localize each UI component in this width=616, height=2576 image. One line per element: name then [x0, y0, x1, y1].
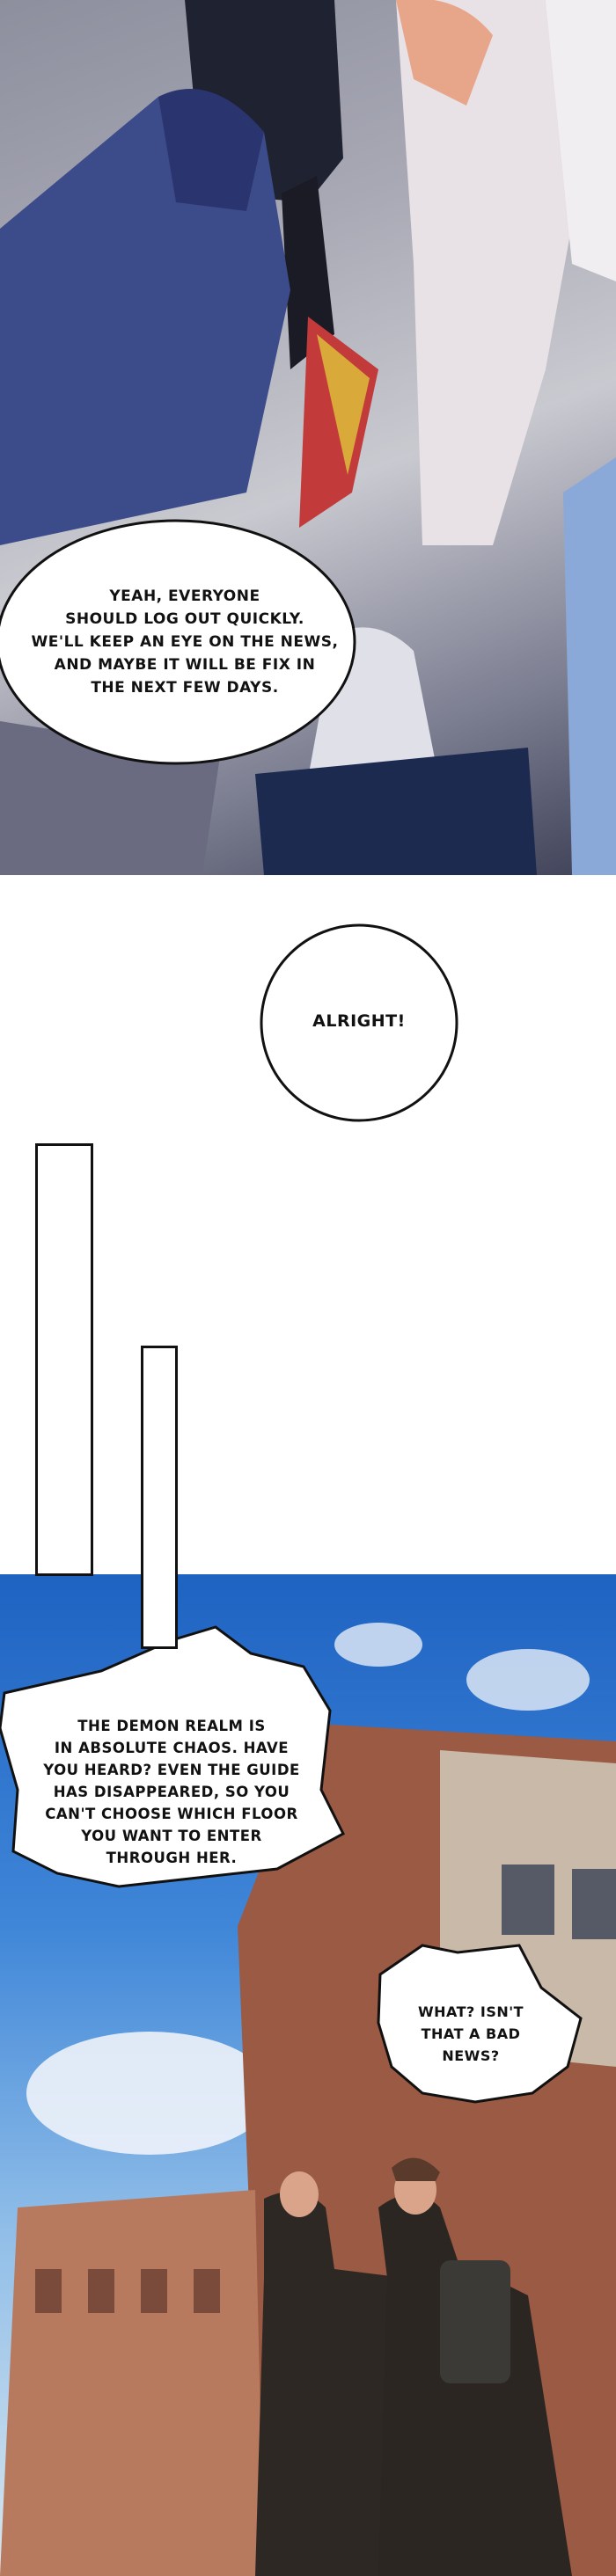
decorative-bar-1 [35, 1143, 93, 1576]
student-1 [255, 2192, 422, 2576]
speech-bubble-4 [377, 1944, 583, 2104]
speech-text-2: ALRIGHT! [312, 1011, 406, 1031]
distant-building [0, 2190, 264, 2576]
speech-text-3: THE DEMON REALM IS IN ABSOLUTE CHAOS. HA… [43, 1718, 300, 1866]
hooded-cloak-figure [0, 97, 290, 545]
speech-text-4: WHAT? ISN'T THAT A BAD NEWS? [417, 2003, 524, 2064]
speech-bubble-1 [0, 519, 356, 765]
speech-text-1: YEAH, EVERYONE SHOULD LOG OUT QUICKLY. W… [31, 587, 339, 697]
white-armored-woman [396, 0, 581, 545]
panel-fantasy-scene: YEAH, EVERYONE SHOULD LOG OUT QUICKLY. W… [0, 0, 616, 875]
panel-campus-scene: THE DEMON REALM IS IN ABSOLUTE CHAOS. HA… [0, 1574, 616, 2576]
speech-bubble-3 [0, 1625, 345, 1888]
decorative-bar-2 [141, 1346, 178, 1649]
student-2 [378, 2194, 572, 2576]
speech-bubble-2 [260, 923, 458, 1122]
